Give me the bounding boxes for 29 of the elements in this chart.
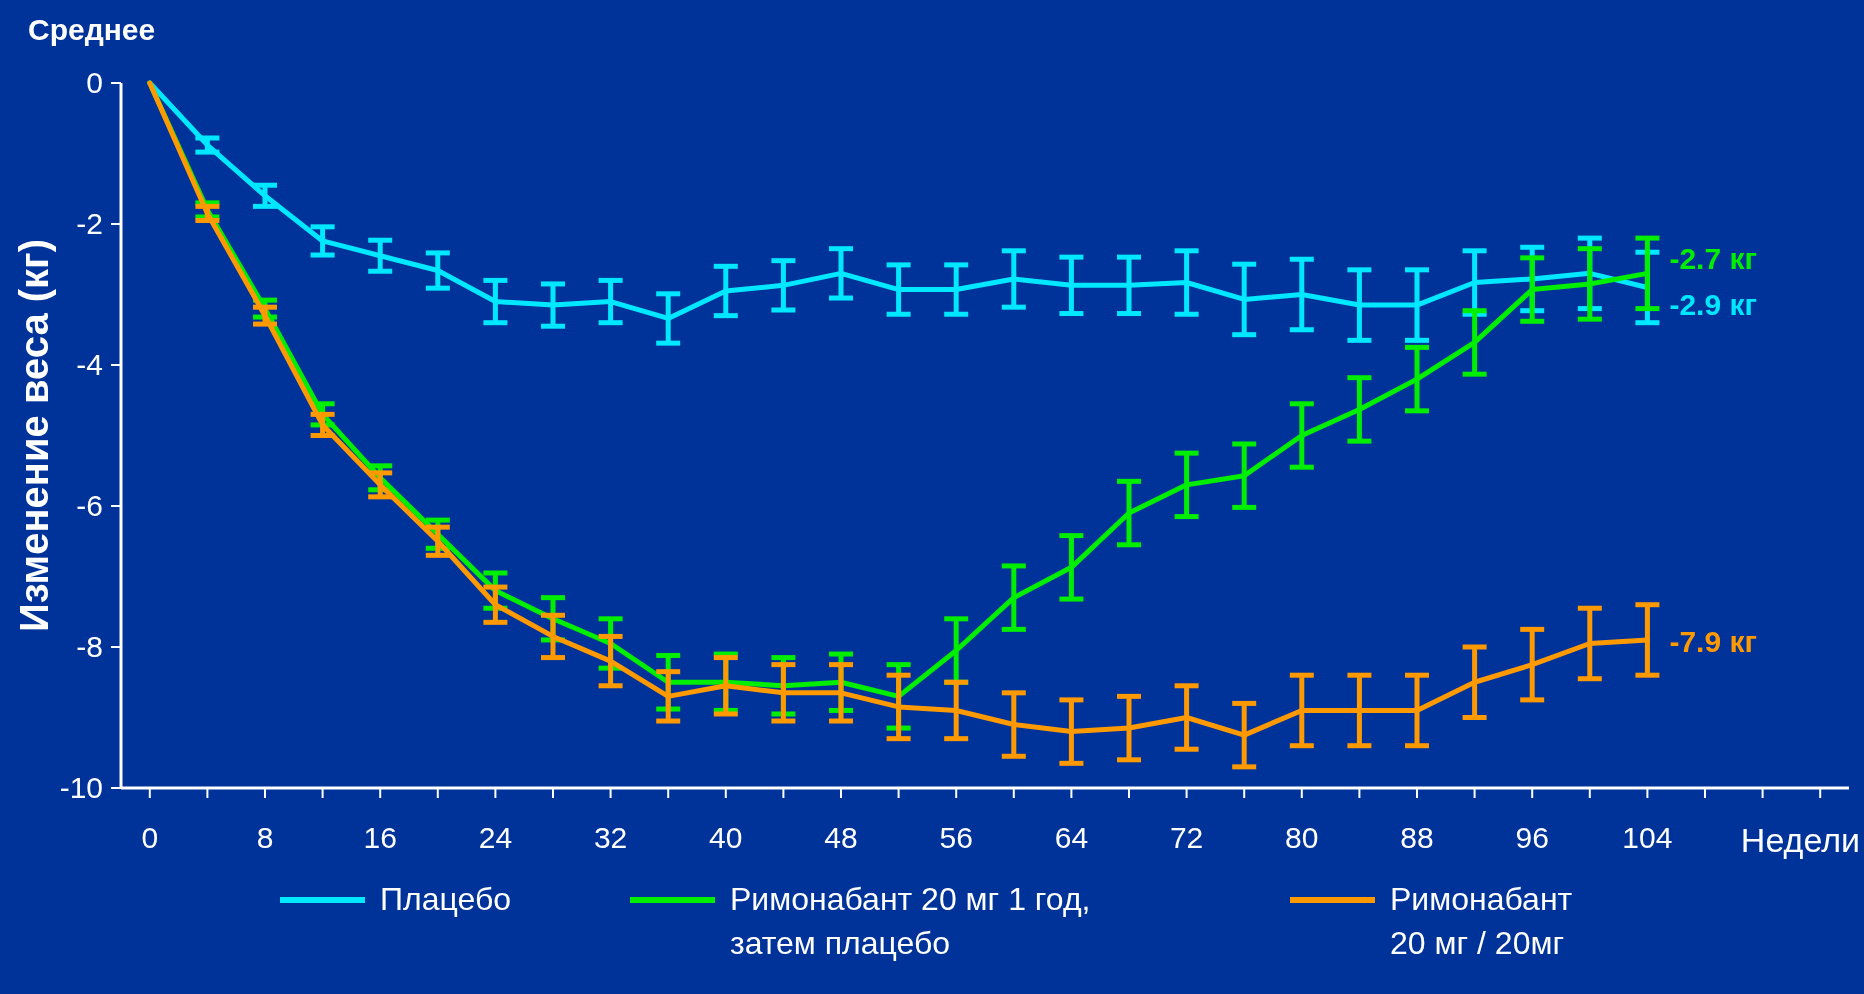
x-tick-label: 0 [141, 821, 159, 854]
legend-label: Римонабант 20 мг 1 год, затем плацебо [730, 881, 1091, 961]
x-tick-label: 48 [824, 821, 858, 854]
legend-label: Плацебо [380, 881, 511, 917]
x-tick-label: 40 [709, 821, 743, 854]
x-tick-label: 64 [1054, 821, 1089, 854]
text: Среднее [28, 13, 156, 46]
data-label: -7.9 кг [1669, 624, 1757, 658]
data-label: -2.9 кг [1669, 288, 1757, 322]
x-tick-label: 72 [1169, 821, 1204, 854]
x-tick-label: 56 [939, 821, 973, 854]
x-tick-label: 24 [478, 821, 513, 854]
x-tick-label: 80 [1285, 821, 1319, 854]
y-tick-label: -4 [76, 348, 103, 381]
x-tick-label: 8 [256, 821, 274, 854]
y-tick-label: -8 [76, 630, 103, 663]
x-axis-title: Недели [1740, 821, 1860, 859]
y-tick-label: -2 [76, 207, 103, 240]
legend-label: Римонабант 20 мг / 20мг [1390, 881, 1573, 961]
x-tick-label: 16 [363, 821, 397, 854]
x-tick-label: 88 [1400, 821, 1434, 854]
x-tick-label: 96 [1515, 821, 1549, 854]
y-tick-label: -6 [76, 489, 103, 522]
x-tick-label: 32 [593, 821, 628, 854]
y-tick-label: 0 [86, 66, 103, 99]
data-label: -2.7 кг [1669, 242, 1757, 276]
y-axis-title: Изменение веса (кг) [12, 238, 56, 633]
x-tick-label: 104 [1622, 821, 1673, 854]
y-tick-label: -10 [59, 771, 103, 804]
